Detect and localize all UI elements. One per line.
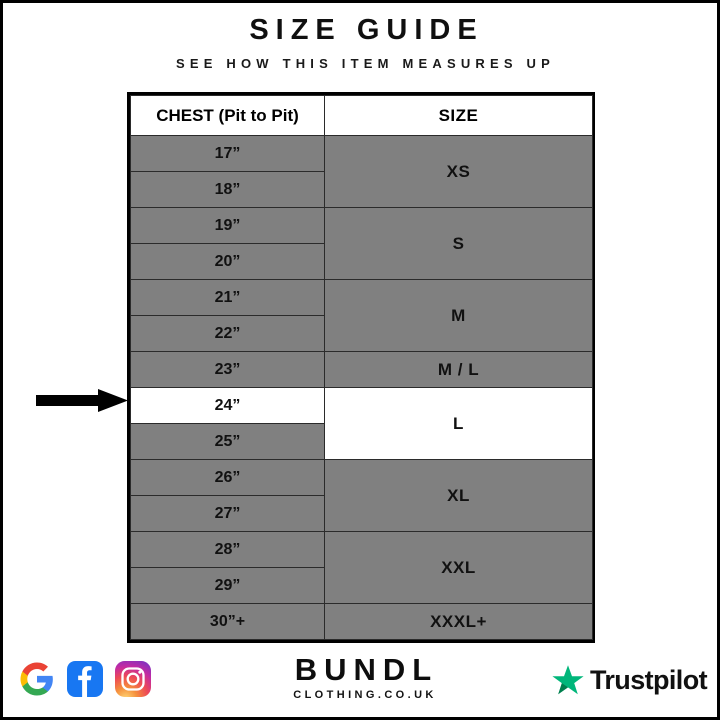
size-label-cell-selected: L <box>324 387 593 460</box>
table-header-row: CHEST (Pit to Pit) SIZE <box>130 95 593 136</box>
size-label-cell: M <box>324 279 593 352</box>
table-row[interactable]: 23” M / L <box>130 351 593 388</box>
table-row[interactable]: 26” XL <box>130 459 593 532</box>
page-title: SIZE GUIDE <box>249 14 484 46</box>
table-row[interactable]: 27” <box>130 495 593 532</box>
chest-measurement-cell[interactable]: 21” <box>130 279 325 316</box>
page-footer: BUNDL CLOTHING.CO.UK Trustpilot <box>3 643 720 715</box>
brand-domain: CLOTHING.CO.UK <box>293 689 437 701</box>
chest-measurement-cell[interactable]: 26” <box>130 459 325 496</box>
chest-measurement-cell[interactable]: 18” <box>130 171 325 208</box>
page-subtitle: SEE HOW THIS ITEM MEASURES UP <box>175 56 556 71</box>
size-label-cell: M / L <box>324 351 593 388</box>
size-label-cell: XS <box>324 135 593 208</box>
table-row[interactable]: 18” <box>130 171 593 208</box>
size-label-cell: XXXL+ <box>324 603 593 640</box>
size-label-cell: XXL <box>324 531 593 604</box>
trustpilot-wordmark: Trustpilot <box>590 665 708 695</box>
google-icon[interactable] <box>19 661 55 697</box>
table-row[interactable]: 19” S <box>130 207 593 280</box>
selected-size-arrow-icon <box>36 389 128 412</box>
chest-measurement-cell-selected[interactable]: 24” <box>130 387 325 424</box>
table-row[interactable]: 20” <box>130 243 593 280</box>
trustpilot-star-icon <box>551 663 585 697</box>
size-label-cell: XL <box>324 459 593 532</box>
size-label-cell: S <box>324 207 593 280</box>
column-header-chest: CHEST (Pit to Pit) <box>130 95 325 136</box>
instagram-icon[interactable] <box>115 661 151 697</box>
table-row[interactable]: 30”+ XXXL+ <box>130 603 593 640</box>
table-row-highlighted[interactable]: 24” L <box>130 387 593 460</box>
table-row[interactable]: 28” XXL <box>130 531 593 604</box>
chest-measurement-cell[interactable]: 29” <box>130 567 325 604</box>
chest-measurement-cell[interactable]: 20” <box>130 243 325 280</box>
size-table-body: 17” XS 18” 19” S 20” 21” M <box>130 135 593 640</box>
page-header: SIZE GUIDE SEE HOW THIS ITEM MEASURES UP <box>3 13 720 72</box>
table-row[interactable]: 21” M <box>130 279 593 352</box>
chest-measurement-cell[interactable]: 23” <box>130 351 325 388</box>
chest-measurement-cell[interactable]: 19” <box>130 207 325 244</box>
brand-logo: BUNDL CLOTHING.CO.UK <box>3 653 720 702</box>
chest-measurement-cell[interactable]: 28” <box>130 531 325 568</box>
table-row[interactable]: 17” XS <box>130 135 593 208</box>
table-row[interactable]: 25” <box>130 423 593 460</box>
size-table: CHEST (Pit to Pit) SIZE 17” XS 18” 19” S <box>130 95 593 640</box>
chest-measurement-cell[interactable]: 25” <box>130 423 325 460</box>
social-links <box>19 661 151 697</box>
column-header-size: SIZE <box>324 95 593 136</box>
chest-measurement-cell[interactable]: 22” <box>130 315 325 352</box>
chest-measurement-cell[interactable]: 30”+ <box>130 603 325 640</box>
chest-measurement-cell[interactable]: 27” <box>130 495 325 532</box>
table-row[interactable]: 29” <box>130 567 593 604</box>
size-table-container: CHEST (Pit to Pit) SIZE 17” XS 18” 19” S <box>127 92 595 643</box>
brand-name: BUNDL <box>294 652 439 687</box>
chest-measurement-cell[interactable]: 17” <box>130 135 325 172</box>
facebook-icon[interactable] <box>67 661 103 697</box>
trustpilot-logo[interactable]: Trustpilot <box>551 663 708 697</box>
